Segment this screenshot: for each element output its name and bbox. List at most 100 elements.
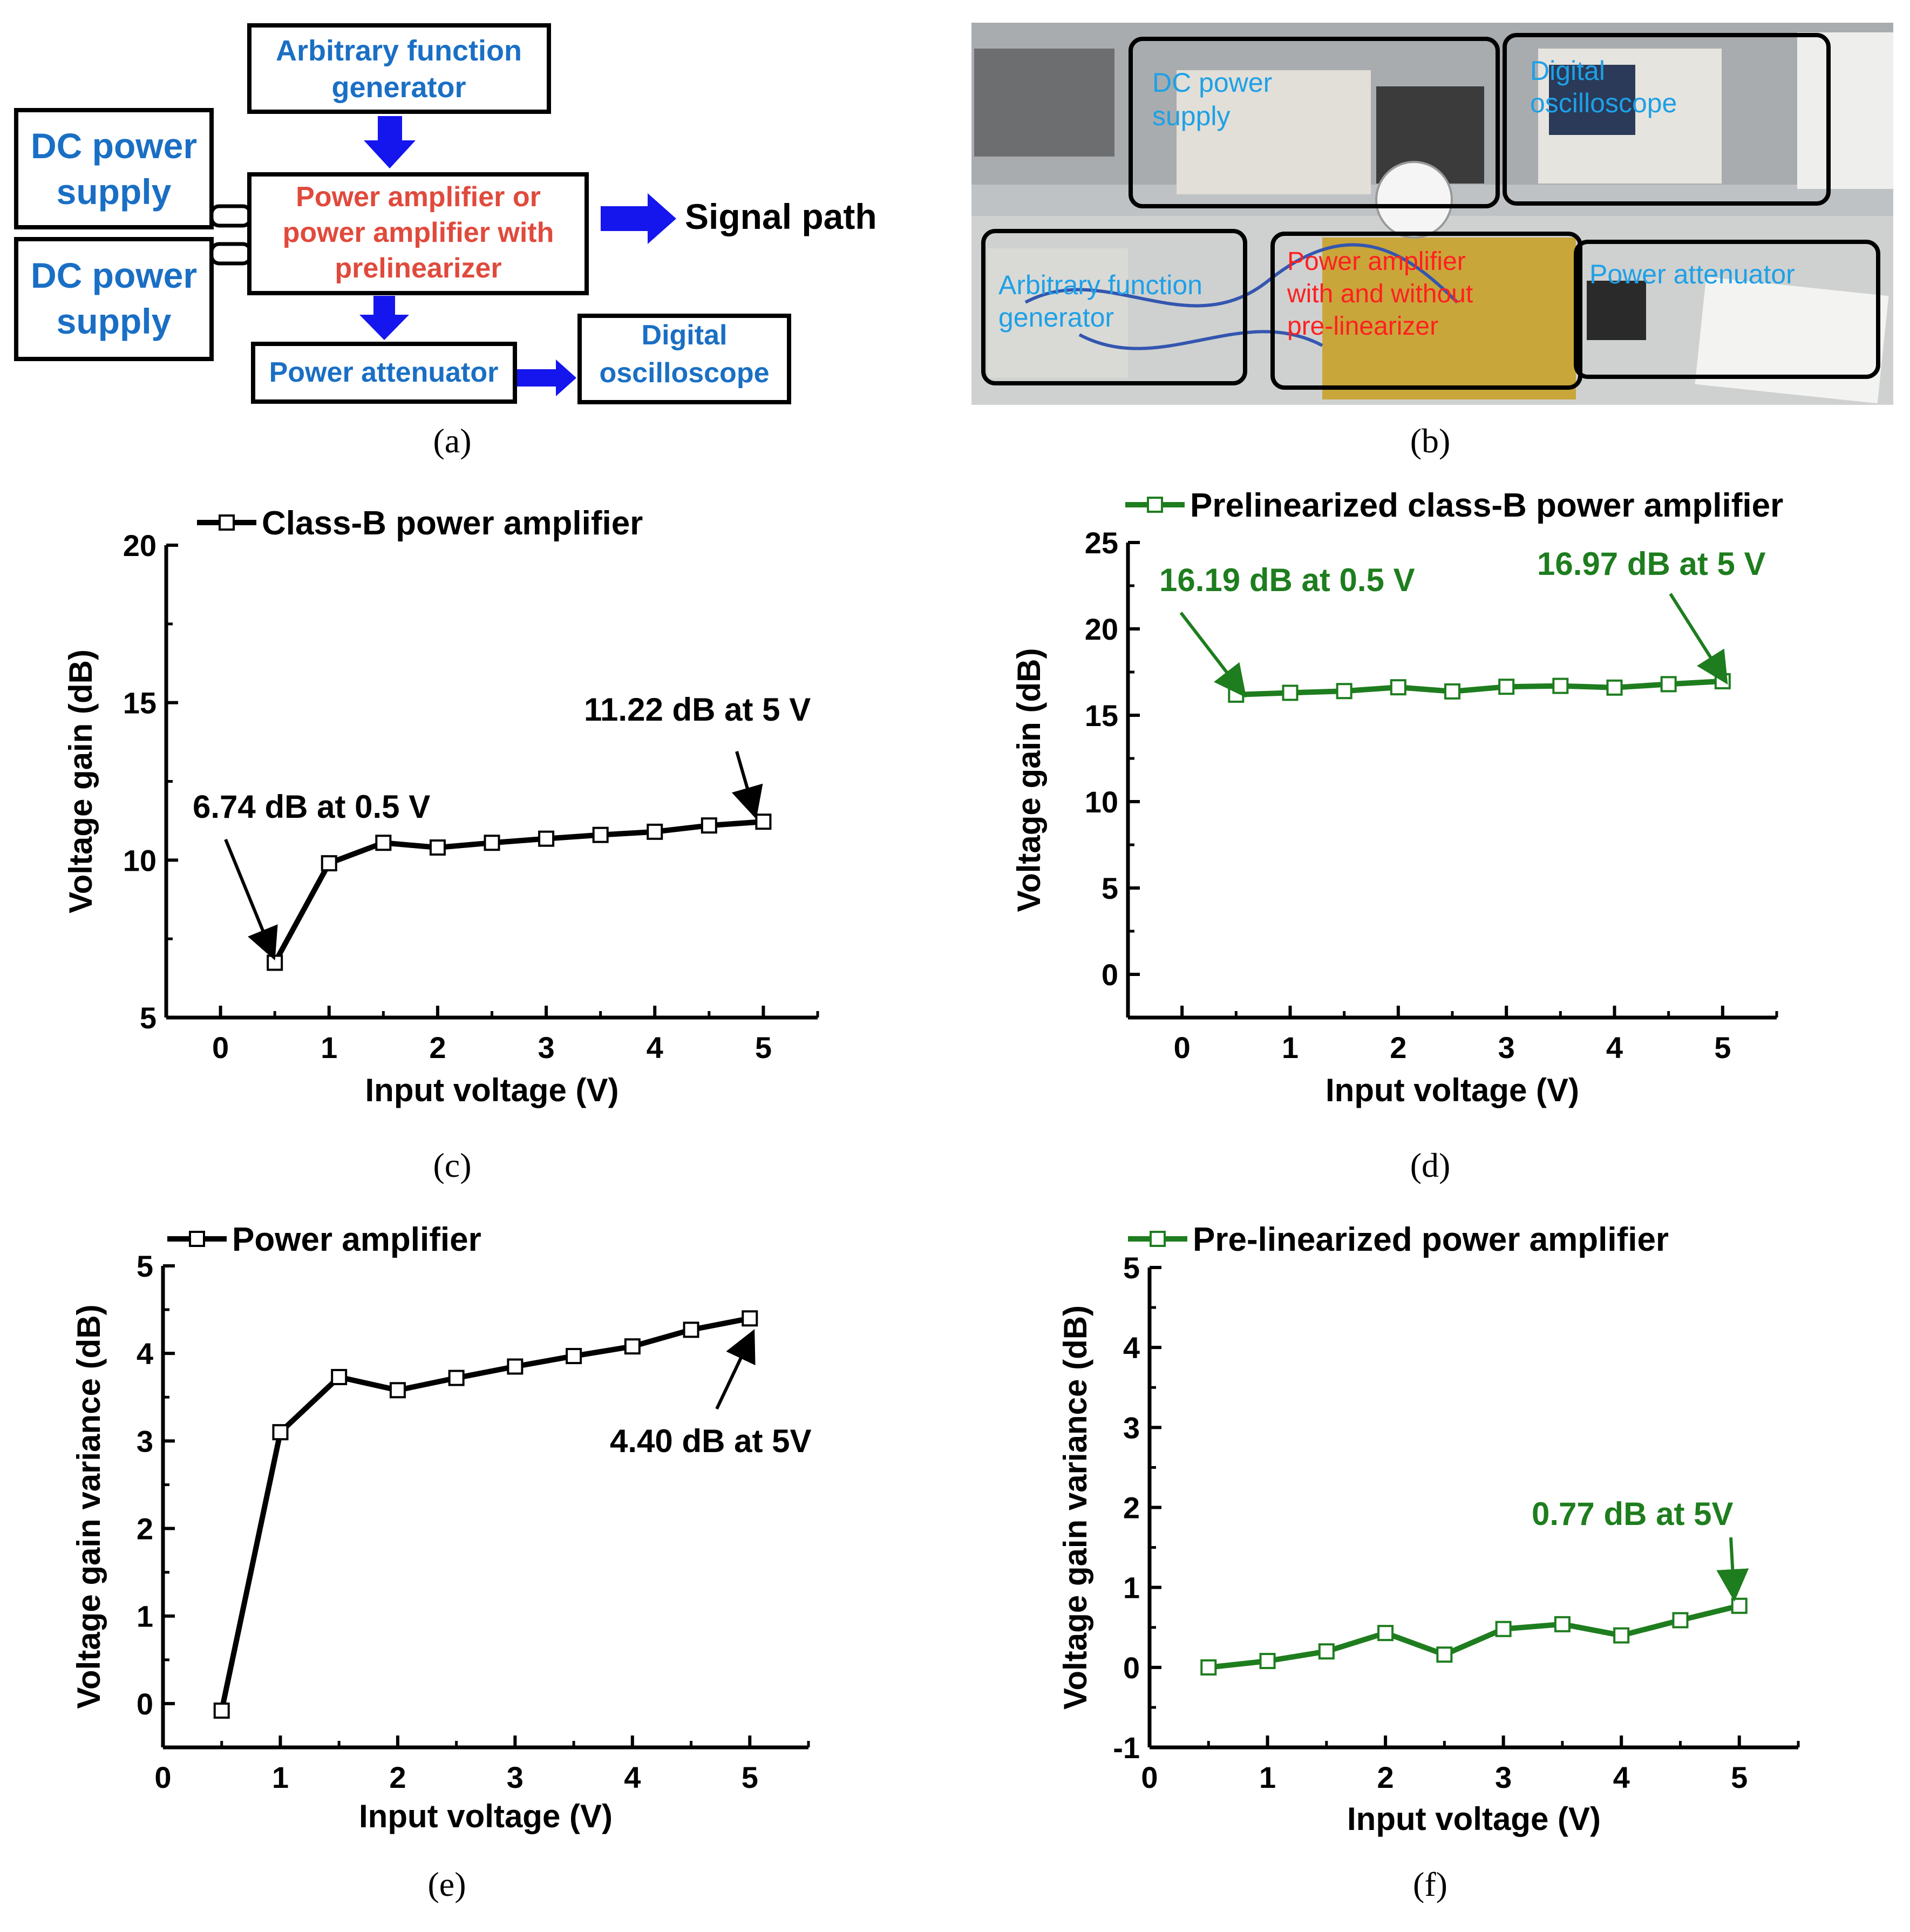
arrow-signal-path [601, 193, 676, 244]
arrow-afg-to-pa [364, 116, 416, 168]
x-tick-label: 1 [1259, 1760, 1276, 1794]
y-tick-label: 10 [1085, 785, 1118, 819]
series-line [272, 819, 764, 964]
y-tick-label: 5 [140, 1001, 157, 1035]
photo-label-afg-line2: generator [998, 302, 1114, 333]
x-tick-label: 3 [507, 1760, 524, 1794]
y-tick-label: 15 [123, 686, 157, 720]
y-tick-label: 3 [1123, 1411, 1140, 1445]
oscilloscope-block [577, 314, 791, 404]
series-line [1208, 1603, 1740, 1670]
data-point [624, 1338, 641, 1355]
arrow-attenuator-to-oscilloscope [515, 360, 576, 396]
arrow-pa-to-attenuator [359, 296, 409, 340]
panel-b-setup-photo: DC power supply Digital oscilloscope Arb… [971, 23, 1893, 460]
legend-swatch-marker [1147, 497, 1163, 513]
data-point [321, 855, 337, 872]
photo-label-pa-line3: pre-linearizer [1287, 312, 1438, 341]
data-point [1498, 679, 1515, 695]
annotation-arrow [1716, 1537, 1749, 1602]
x-tick-label: 5 [755, 1031, 772, 1065]
x-tick-label: 2 [1390, 1031, 1406, 1065]
y-tick-label: 2 [137, 1512, 153, 1546]
data-point [1552, 677, 1569, 694]
photo-monitor [1797, 32, 1893, 189]
x-tick-label: 5 [1731, 1760, 1748, 1794]
chart-c-class-b-gain: 0 1 2 3 4 5 5 10 15 20 Input voltage (V) Voltage ga… [63, 505, 819, 1184]
data-point [272, 1424, 289, 1441]
photo-label-osc-line2: oscilloscope [1530, 88, 1677, 118]
data-point [1377, 1625, 1394, 1642]
photo-afg-device [988, 248, 1128, 378]
annotation-label: 16.19 dB at 0.5 V [1159, 562, 1415, 598]
y-tick-label: 4 [1123, 1331, 1140, 1365]
data-point [429, 839, 446, 856]
panel-a-caption: (a) [433, 422, 471, 460]
legend-swatch-marker [219, 514, 235, 531]
annotation-label: 16.97 dB at 5 V [1537, 546, 1766, 582]
x-axis-label: Input voltage (V) [365, 1072, 619, 1108]
data-point [592, 826, 609, 843]
x-tick-label: 0 [1141, 1760, 1158, 1794]
photo-dc-supply-device [1177, 70, 1371, 194]
x-tick-label: 1 [1282, 1031, 1299, 1065]
data-point [1336, 683, 1352, 700]
x-axis-label: Input voltage (V) [1347, 1801, 1601, 1837]
connector-1 [209, 204, 253, 228]
y-axis-label: Voltage gain (dB) [63, 649, 99, 913]
photo-box-power-amplifier [1270, 232, 1582, 390]
y-tick-label: 5 [1123, 1251, 1140, 1285]
panel-a-block-diagram: Arbitrary function generator DC power su… [14, 23, 877, 460]
power-attenuator-block [251, 342, 517, 404]
photo-box-attenuator [1574, 240, 1880, 379]
x-tick-label: 4 [624, 1760, 641, 1794]
panel-caption: (d) [1410, 1146, 1451, 1184]
x-tick-label: 0 [154, 1760, 171, 1794]
pa-label-line3: prelinearizer [335, 253, 501, 284]
series-line [1236, 678, 1723, 697]
series-line [219, 1316, 751, 1711]
x-axis-label: Input voltage (V) [1326, 1072, 1579, 1108]
y-tick-label: 15 [1085, 699, 1118, 733]
data-point [755, 814, 772, 830]
y-tick-label: 10 [123, 843, 157, 877]
y-tick-label: 1 [1123, 1571, 1140, 1605]
x-axis-label: Input voltage (V) [359, 1798, 613, 1834]
photo-label-pa-line2: with and without [1287, 280, 1473, 308]
annotation-label: 0.77 dB at 5V [1532, 1496, 1734, 1532]
annotation-arrow [1669, 593, 1728, 685]
y-tick-label: 0 [1102, 958, 1118, 992]
data-point [566, 1348, 582, 1365]
data-point [1200, 1659, 1217, 1676]
pa-label-line2: power amplifier with [283, 217, 554, 248]
y-axis-label: Voltage gain (dB) [1011, 648, 1047, 912]
y-tick-label: 3 [137, 1424, 153, 1458]
afg-block [247, 23, 551, 114]
data-point [1282, 684, 1299, 701]
y-tick-label: 1 [137, 1599, 153, 1633]
dc-supply-block-1 [14, 108, 214, 229]
panel-caption: (e) [427, 1865, 466, 1903]
y-tick-label: 5 [137, 1249, 153, 1283]
data-point [1495, 1621, 1512, 1637]
panel-b-caption: (b) [1410, 422, 1451, 460]
data-point [701, 817, 717, 834]
dc-supply-1-line2: supply [57, 172, 172, 212]
annotation-arrow [715, 1329, 756, 1410]
legend-label: Pre-linearized power amplifier [1193, 1221, 1669, 1258]
photo-cables [1024, 243, 1459, 350]
photo-label-afg-line1: Arbitrary function [998, 270, 1202, 300]
oscilloscope-label-line1: Digital [642, 320, 728, 351]
photo-box-dc-supply [1129, 37, 1500, 208]
photo-fan [1375, 161, 1453, 239]
photo-label-dc-line1: DC power [1152, 67, 1272, 98]
pa-label-line1: Power amplifier or [296, 181, 541, 213]
data-point [507, 1358, 524, 1375]
panel-caption: (c) [433, 1146, 471, 1184]
data-point [213, 1702, 230, 1719]
data-point [1390, 679, 1406, 696]
x-tick-label: 4 [1606, 1031, 1623, 1065]
data-point [1259, 1652, 1276, 1669]
panel-caption: (f) [1413, 1865, 1447, 1903]
x-tick-label: 3 [1495, 1760, 1512, 1794]
